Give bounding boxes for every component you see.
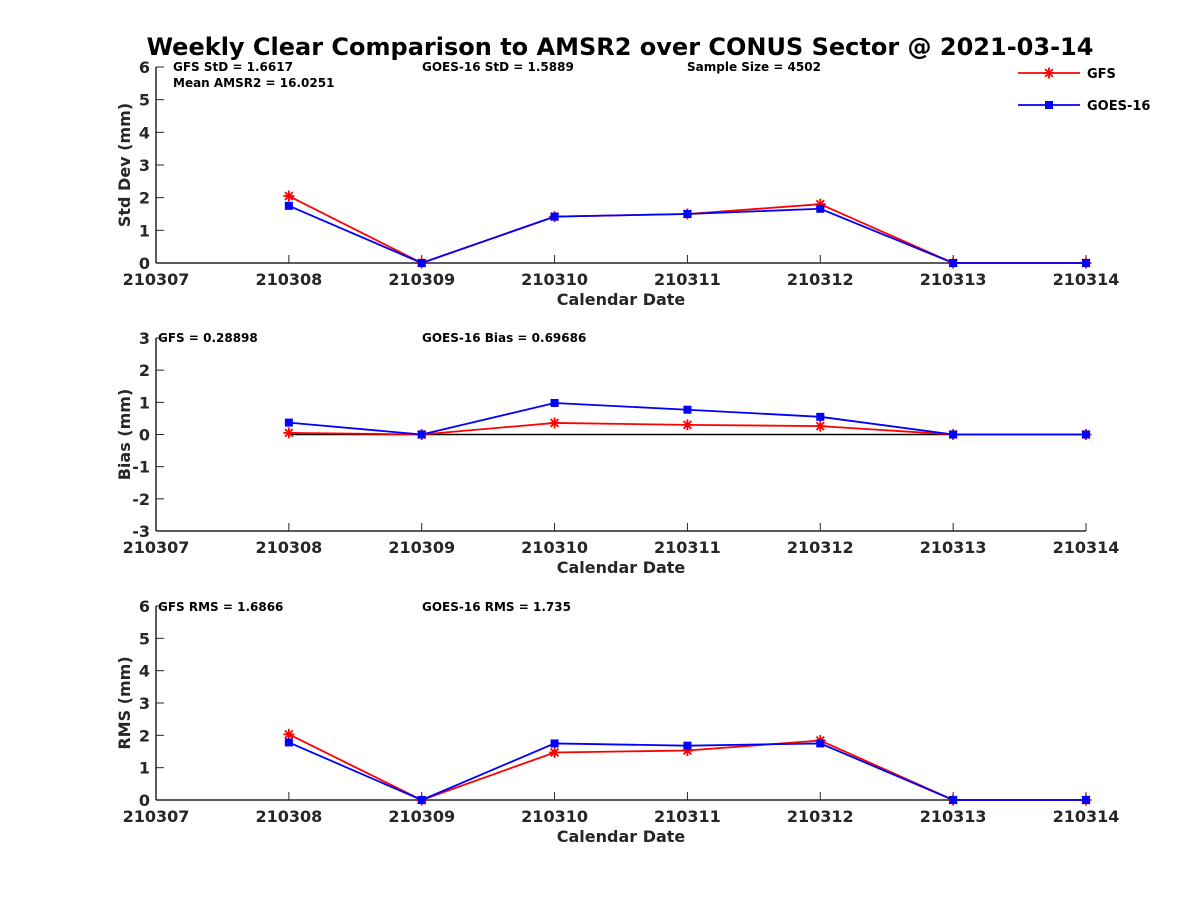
bias-x-tick-label: 210311 [654,538,721,557]
mean-amsr2-annotation: Mean AMSR2 = 16.0251 [173,76,334,90]
bias-x-tick-label: 210312 [787,538,854,557]
bias-gfs-point [549,417,561,429]
rms-gfs-point [549,746,561,758]
gfs-rms-annotation: GFS RMS = 1.6866 [158,600,283,614]
std-dev-y-tick-label: 1 [139,221,150,240]
bias-x-tick-label: 210313 [920,538,987,557]
std-dev-y-tick-label: 0 [139,254,150,273]
bias-gfs-point [814,420,826,432]
sample-size-annotation: Sample Size = 4502 [687,60,821,74]
legend-goes16-marker [1045,101,1053,109]
bias-x-tick-label: 210309 [388,538,455,557]
std-dev-x-tick-label: 210311 [654,270,721,289]
rms-x-tick-label: 210307 [123,807,190,826]
rms-goes16-point [683,741,692,750]
rms-x-tick-label: 210309 [388,807,455,826]
bias-goes16-point [1082,430,1090,439]
bias-goes16-point [417,430,426,439]
rms-goes16-point [816,739,825,748]
gfs-bias-annotation: GFS = 0.28898 [158,331,258,345]
rms-x-tick-label: 210311 [654,807,721,826]
std-dev-x-tick-label: 210310 [521,270,588,289]
rms-goes16-point [550,739,559,748]
std-dev-y-tick-label: 4 [139,123,150,142]
rms-gfs-point [283,728,295,740]
goes16-bias-annotation: GOES-16 Bias = 0.69686 [422,331,586,345]
rms-x-tick-label: 210314 [1053,807,1120,826]
legend: GFS GOES-16 [1018,67,1150,114]
std-dev-panel: GFS StD = 1.6617 GOES-16 StD = 1.5889 Sa… [115,58,1119,309]
figure-title: Weekly Clear Comparison to AMSR2 over CO… [147,33,1094,61]
rms-y-tick-label: 0 [139,791,150,810]
std-dev-goes16-point [284,201,293,210]
bias-goes16-point [683,405,692,414]
std-dev-x-tick-label: 210309 [388,270,455,289]
bias-y-tick-label: -1 [132,458,150,477]
gfs-std-annotation: GFS StD = 1.6617 [173,60,293,74]
std-dev-goes16-point [816,204,825,213]
bias-y-axis-label: Bias (mm) [115,389,134,481]
bias-goes16-point [550,398,559,407]
std-dev-goes16-point [949,259,958,267]
std-dev-y-tick-label: 6 [139,58,150,77]
std-dev-y-tick-label: 5 [139,91,150,110]
rms-x-axis-label: Calendar Date [557,827,686,846]
rms-y-tick-label: 3 [139,694,150,713]
std-dev-gfs-line [288,195,1086,264]
bias-goes16-point [816,412,825,421]
std-dev-goes16-point [1082,259,1090,267]
bias-x-tick-label: 210314 [1053,538,1120,557]
bias-panel: GFS = 0.28898 GOES-16 Bias = 0.69686 -3 -… [115,329,1119,577]
rms-x-tick-label: 210313 [920,807,987,826]
std-dev-x-tick-label: 210313 [920,270,987,289]
legend-goes16-label: GOES-16 [1087,99,1150,114]
rms-x-tick-label: 210308 [255,807,322,826]
bias-y-tick-label: 3 [139,329,150,348]
std-dev-goes16-point [683,210,692,218]
bias-y-tick-label: 1 [139,393,150,412]
std-dev-y-tick-label: 3 [139,156,150,175]
std-dev-goes16-point [550,212,559,221]
std-dev-x-tick-label: 210314 [1053,270,1120,289]
rms-goes16-point [417,796,426,804]
std-dev-x-axis-label: Calendar Date [557,290,686,309]
rms-y-tick-label: 1 [139,759,150,778]
bias-gfs-point [681,419,693,431]
bias-x-axis-label: Calendar Date [557,558,686,577]
rms-y-tick-label: 5 [139,629,150,648]
bias-goes16-point [284,418,293,427]
bias-y-tick-label: -2 [132,490,150,509]
rms-x-tick-label: 210312 [787,807,854,826]
std-dev-y-axis-label: Std Dev (mm) [115,103,134,227]
std-dev-gfs-point [283,190,295,202]
goes16-std-annotation: GOES-16 StD = 1.5889 [422,60,574,74]
rms-y-axis-label: RMS (mm) [115,656,134,749]
bias-x-tick-label: 210307 [123,538,190,557]
legend-gfs-label: GFS [1087,67,1116,82]
bias-y-tick-label: -3 [132,522,150,541]
rms-goes16-point [949,796,958,804]
std-dev-x-tick-label: 210308 [255,270,322,289]
rms-goes16-point [1082,796,1090,804]
std-dev-x-tick-label: 210312 [787,270,854,289]
goes16-rms-annotation: GOES-16 RMS = 1.735 [422,600,571,614]
bias-x-tick-label: 210310 [521,538,588,557]
std-dev-y-tick-label: 2 [139,189,150,208]
bias-y-tick-label: 2 [139,361,150,380]
rms-x-tick-label: 210310 [521,807,588,826]
bias-gfs-point [283,427,295,439]
rms-y-tick-label: 6 [139,597,150,616]
std-dev-x-tick-label: 210307 [123,270,190,289]
rms-y-tick-label: 2 [139,726,150,745]
bias-goes16-point [949,430,958,439]
rms-goes16-point [284,738,293,747]
std-dev-goes16-point [417,259,426,267]
bias-x-tick-label: 210308 [255,538,322,557]
legend-gfs-marker [1043,67,1055,79]
rms-y-tick-label: 4 [139,662,150,681]
bias-y-tick-label: 0 [139,426,150,445]
rms-panel: GFS RMS = 1.6866 GOES-16 RMS = 1.735 0 1 2… [115,597,1119,846]
